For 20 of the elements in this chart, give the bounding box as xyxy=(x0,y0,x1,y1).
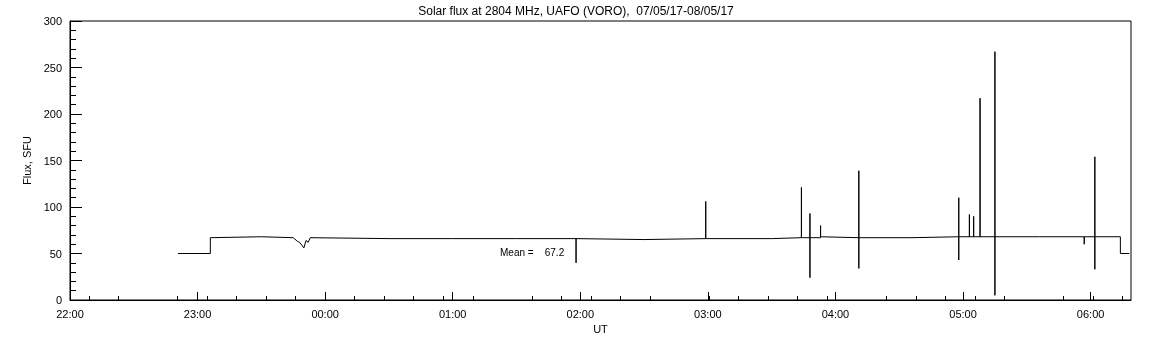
x-tick-label: 00:00 xyxy=(311,307,339,320)
y-axis-title: Flux, SFU xyxy=(21,136,34,185)
y-tick-label: 200 xyxy=(43,108,62,120)
y-tick-label: 150 xyxy=(43,154,62,167)
y-tick-label: 250 xyxy=(43,61,62,74)
chart-title: Solar flux at 2804 MHz, UAFO (VORO), 07/05/17-08/05/17 xyxy=(418,4,735,18)
x-tick-label: 22:00 xyxy=(56,307,84,320)
x-tick-label: 06:00 xyxy=(1076,307,1105,320)
y-tick-label: 0 xyxy=(55,294,62,306)
annotation: Mean = 67.2 xyxy=(500,246,565,258)
x-tick-label: 02:00 xyxy=(566,307,595,320)
x-tick-label: 23:00 xyxy=(183,307,212,320)
x-tick-label: 05:00 xyxy=(949,307,977,320)
y-tick-label: 100 xyxy=(43,201,62,213)
y-tick-label: 300 xyxy=(43,15,62,27)
y-tick-label: 50 xyxy=(49,247,62,260)
x-axis-title: UT xyxy=(593,323,609,336)
x-tick-label: 03:00 xyxy=(694,307,722,320)
x-tick-label: 04:00 xyxy=(821,307,850,320)
x-tick-label: 01:00 xyxy=(438,307,467,320)
